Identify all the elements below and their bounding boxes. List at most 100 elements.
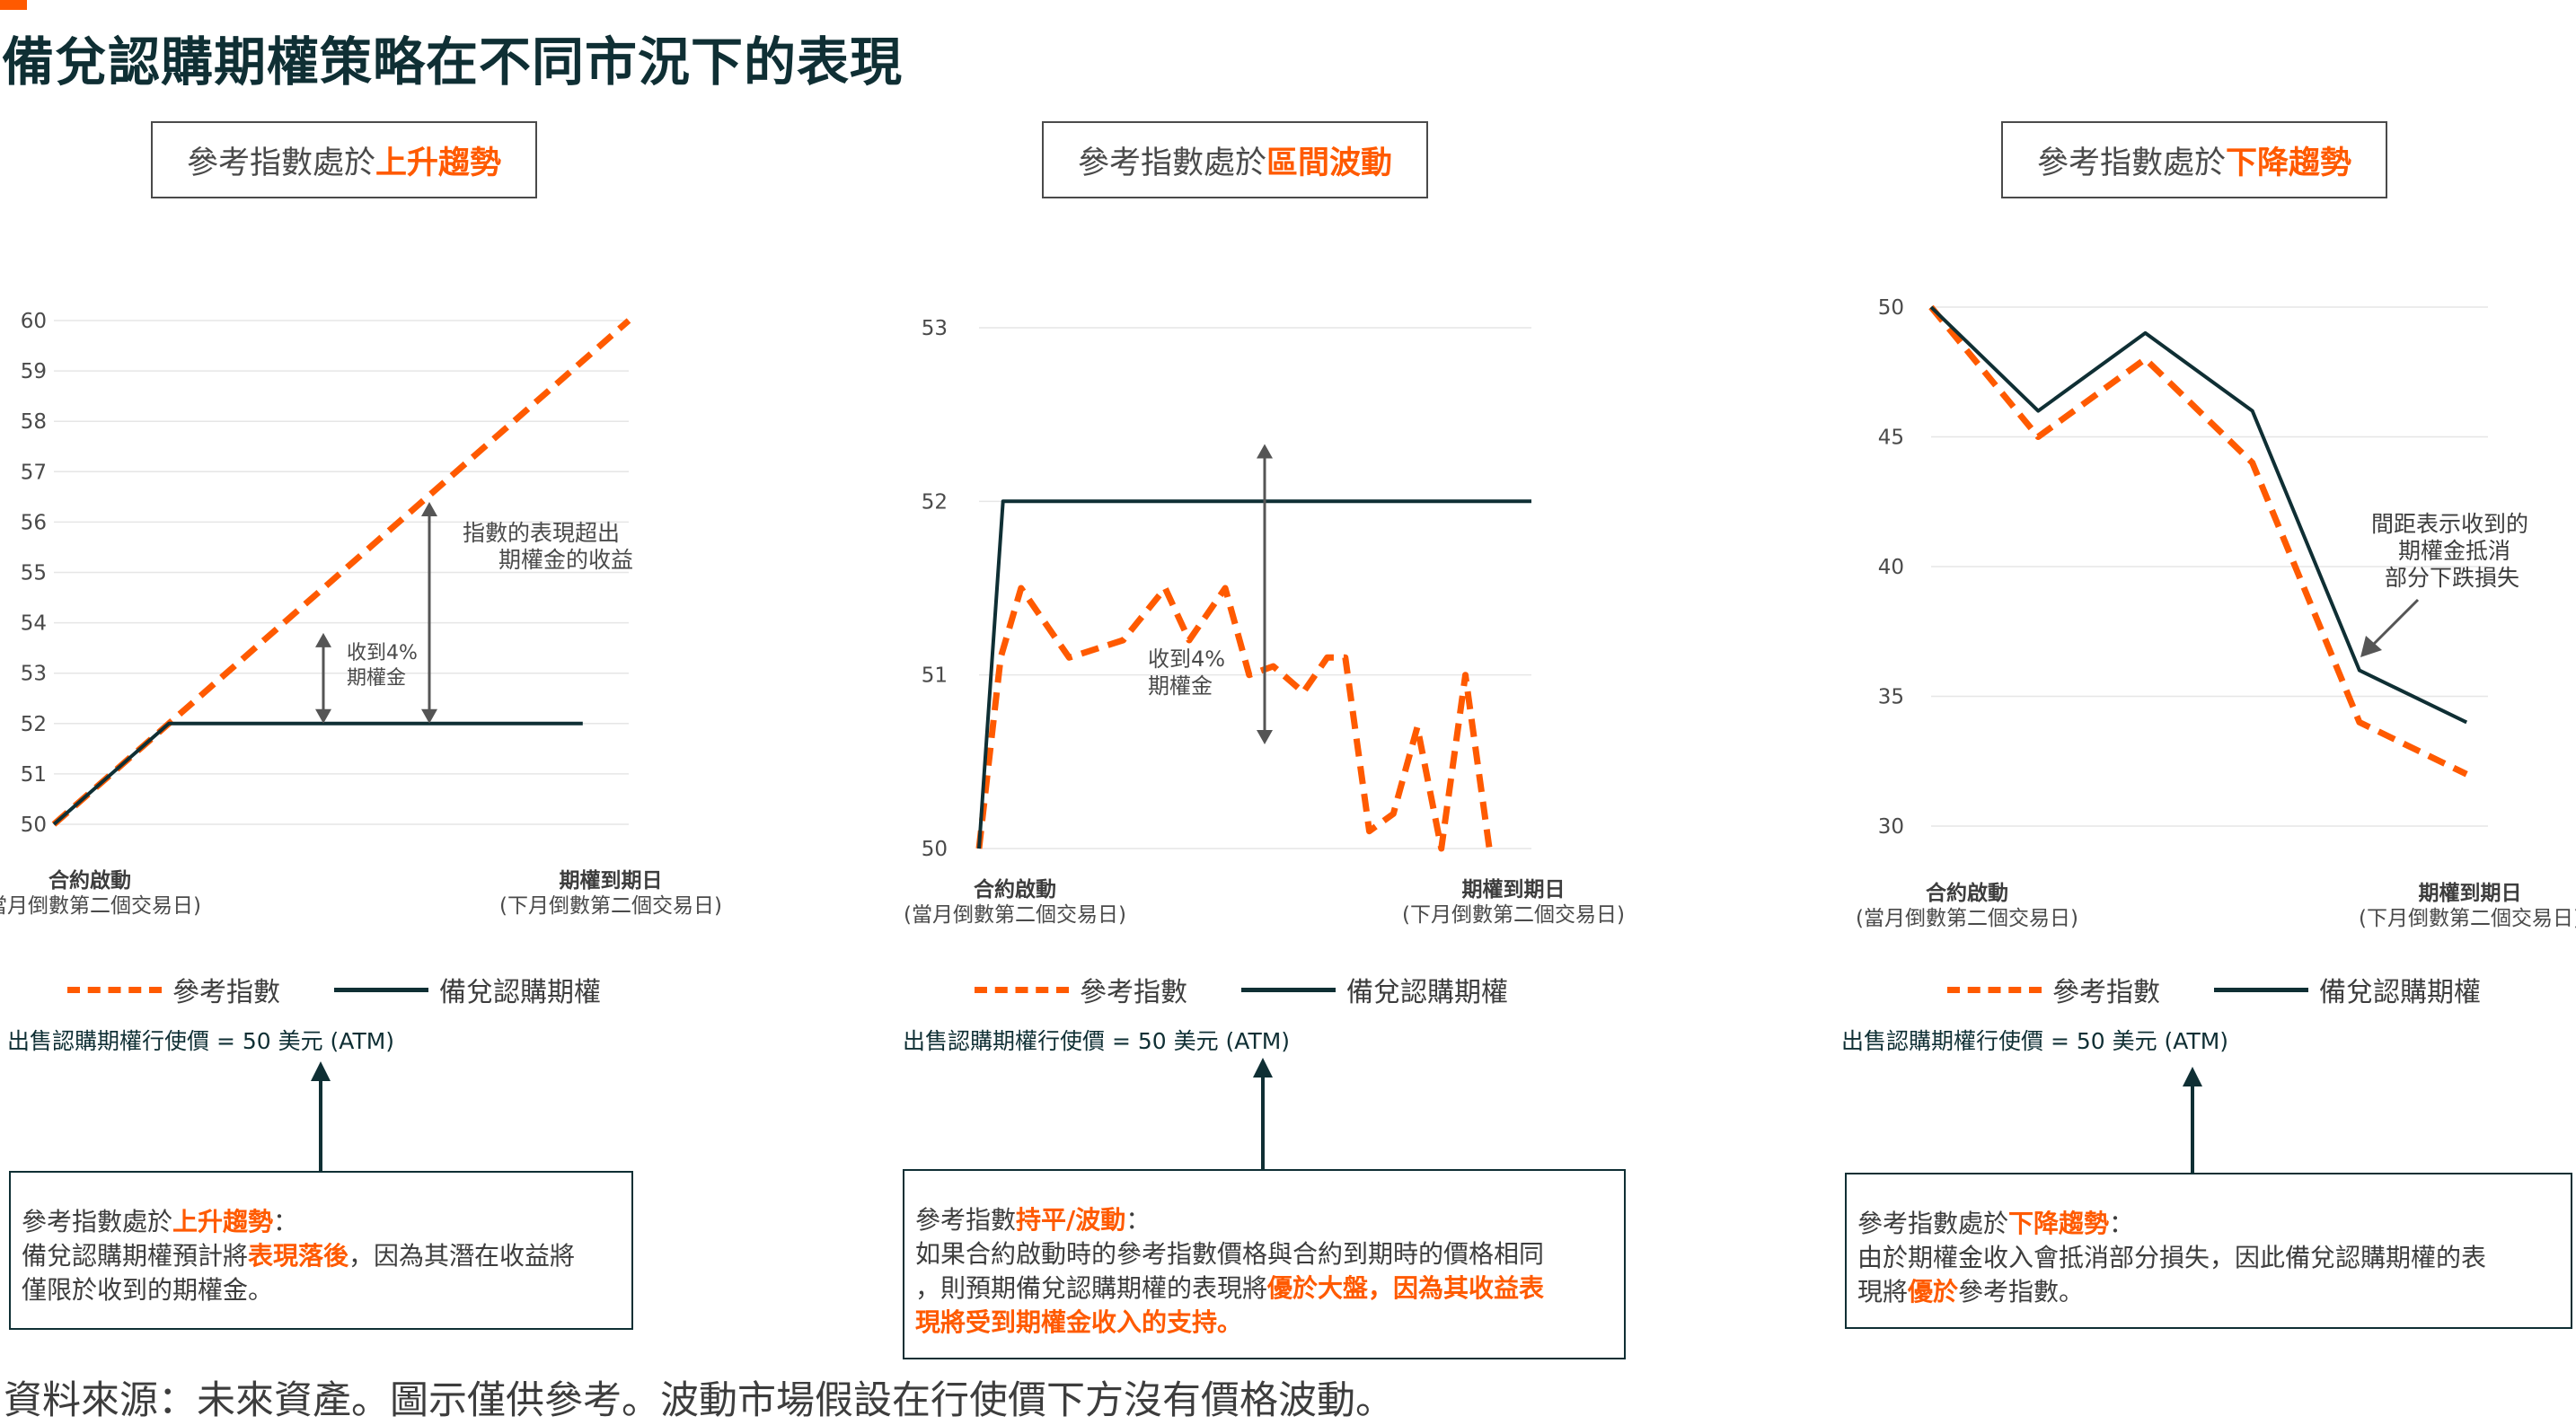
pointer-arrow-stem xyxy=(319,1078,322,1171)
scenario-heading-prefix: 參考指數處於 xyxy=(1077,145,1266,181)
legend-dash-swatch xyxy=(975,986,1069,993)
strike-label: 出售認購期權行使價 = 50 美元 (ATM) xyxy=(7,1028,395,1054)
y-tick-label: 54 xyxy=(21,612,47,636)
note-highlight: 持平/波動 xyxy=(1016,1205,1126,1235)
note-highlight: 下降趨勢 xyxy=(2008,1209,2110,1238)
series-line-reference-index xyxy=(975,585,1493,852)
annotation-label: 間距表示收到的 xyxy=(2371,511,2528,537)
pointer-arrow-stem xyxy=(2191,1083,2194,1173)
x-start-label: 合約啟動 xyxy=(49,868,131,893)
y-tick-label: 50 xyxy=(922,838,948,861)
note-uptrend: 參考指數處於上升趨勢： 備兌認購期權預計將表現落後，因為其潛在收益將 僅限於收到… xyxy=(9,1171,633,1330)
y-tick-label: 57 xyxy=(21,461,47,484)
arrow-up-icon xyxy=(421,501,437,516)
source-footnote: 資料來源：未來資產。圖示僅供參考。波動市場假設在行使價下方沒有價格波動。 xyxy=(4,1378,1394,1423)
scenario-heading-highlight: 區間波動 xyxy=(1266,145,1393,181)
scenario-heading-highlight: 下降趨勢 xyxy=(2226,145,2352,181)
y-tick-label: 53 xyxy=(922,317,948,340)
note-highlight-text: 優於 xyxy=(1908,1277,1959,1306)
note-text: ，因為其潛在收益將 xyxy=(348,1241,576,1271)
legend-reference-index: 參考指數 xyxy=(2052,977,2160,1008)
y-tick-label: 51 xyxy=(922,664,948,688)
arrow-down-icon xyxy=(315,708,331,724)
note-text: ，則預期備兌認購期權的表現將 xyxy=(915,1273,1268,1303)
note-downtrend: 參考指數處於下降趨勢： 由於期權金收入會抵消部分損失，因此備兌認購期權的表 現將… xyxy=(1845,1173,2572,1329)
legend-dash-swatch xyxy=(1947,986,2042,993)
strike-label: 出售認購期權行使價 = 50 美元 (ATM) xyxy=(903,1028,1291,1054)
note-text: 備兌認購期權預計將 xyxy=(22,1241,249,1271)
legend-reference-index: 參考指數 xyxy=(172,977,280,1008)
legend-covered-call: 備兌認購期權 xyxy=(1346,977,1508,1008)
y-tick-label: 50 xyxy=(1878,296,1904,320)
legend-dash-swatch xyxy=(67,986,162,993)
arrow-up-icon xyxy=(315,632,331,647)
note-text: 如果合約啟動時的參考指數價格與合約到期時的價格相同 xyxy=(915,1239,1545,1269)
x-start-sublabel: (當月倒數第二個交易日) xyxy=(1856,907,2078,930)
arrow-down-icon xyxy=(1257,730,1273,744)
y-tick-label: 60 xyxy=(21,310,47,333)
note-text: 僅限於收到的期權金。 xyxy=(22,1275,274,1305)
series-line-covered-call xyxy=(1929,305,2468,725)
legend-reference-index: 參考指數 xyxy=(1080,977,1187,1008)
x-start-sublabel: (當月倒數第二個交易日) xyxy=(0,894,201,918)
legend-solid-swatch xyxy=(2214,987,2308,992)
x-end-sublabel: (下月倒數第二個交易日) xyxy=(1402,903,1625,927)
scenario-heading-downtrend: 參考指數處於 下降趨勢 xyxy=(2001,121,2387,198)
y-tick-label: 50 xyxy=(21,814,47,837)
y-tick-label: 55 xyxy=(21,562,47,585)
annotation-label: 收到4% xyxy=(347,642,418,664)
y-tick-label: 59 xyxy=(21,360,47,383)
scenario-heading-range: 參考指數處於 區間波動 xyxy=(1042,121,1428,198)
annotation-label: 期權金 xyxy=(347,667,406,690)
scenario-heading-prefix: 參考指數處於 xyxy=(2036,145,2226,181)
x-end-sublabel: (下月倒數第二個交易日) xyxy=(2359,907,2576,930)
y-tick-label: 40 xyxy=(1878,556,1904,579)
legend-uptrend: 參考指數 備兌認購期權 xyxy=(67,972,601,1008)
y-tick-label: 45 xyxy=(1878,427,1904,450)
chart-uptrend: 50 51 52 53 54 55 56 57 58 59 60 合約啟動(當月倒數第二個交易日) 期權… xyxy=(0,310,722,918)
x-start-label: 合約啟動 xyxy=(1926,881,2008,905)
x-end-label: 期權到期日 xyxy=(560,868,663,893)
pointer-arrow-icon xyxy=(1253,1058,1273,1078)
x-end-sublabel: (下月倒數第二個交易日) xyxy=(499,894,722,918)
annotation-label: 期權金的收益 xyxy=(498,547,633,573)
note-colon: ： xyxy=(2109,1209,2135,1238)
scenario-heading-prefix: 參考指數處於 xyxy=(186,145,375,181)
note-text: 參考指數。 xyxy=(1958,1277,2085,1306)
pointer-arrow-icon xyxy=(2183,1067,2202,1086)
page-title: 備兌認購期權策略在不同市況下的表現 xyxy=(2,31,904,92)
annotation-label: 部分下跌損失 xyxy=(2385,565,2519,591)
note-text: 由於期權金收入會抵消部分損失，因此備兌認購期權的表 xyxy=(1857,1243,2487,1272)
note-range: 參考指數持平/波動： 如果合約啟動時的參考指數價格與合約到期時的價格相同 ，則預… xyxy=(903,1169,1626,1359)
y-tick-label: 56 xyxy=(21,511,47,534)
y-tick-label: 53 xyxy=(21,663,47,686)
note-colon: ： xyxy=(273,1207,299,1236)
chart-range: 50 51 52 53 合約啟動(當月倒數第二個交易日) 期權到期日(下月倒數第二個交易日… xyxy=(904,317,1625,927)
legend-covered-call: 備兌認購期權 xyxy=(2319,977,2481,1008)
y-tick-label: 35 xyxy=(1878,686,1904,709)
legend-covered-call: 備兌認購期權 xyxy=(439,977,601,1008)
chart-downtrend: 30 35 40 45 50 合約啟動(當月倒數第二個交易日) 期權到期日(下月倒數第二個交… xyxy=(1856,296,2576,930)
note-prefix: 參考指數處於 xyxy=(22,1207,173,1236)
legend-downtrend: 參考指數 備兌認購期權 xyxy=(1947,972,2481,1008)
x-start-sublabel: (當月倒數第二個交易日) xyxy=(904,903,1126,927)
annotation-label: 指數的表現超出 xyxy=(463,520,620,546)
pointer-arrow-icon xyxy=(311,1061,331,1081)
note-highlight: 上升趨勢 xyxy=(172,1207,274,1236)
annotation-label: 收到4% xyxy=(1148,647,1225,672)
note-highlight-text: 表現落後 xyxy=(248,1241,349,1271)
y-tick-label: 30 xyxy=(1878,815,1904,839)
accent-bar xyxy=(0,0,27,10)
legend-solid-swatch xyxy=(334,987,428,992)
y-tick-label: 52 xyxy=(21,713,47,736)
y-tick-label: 51 xyxy=(21,763,47,787)
series-line-covered-call xyxy=(52,721,583,826)
annotation-label: 期權金抵消 xyxy=(2398,538,2510,564)
y-tick-label: 58 xyxy=(21,410,47,434)
note-highlight-text: 優於大盤，因為其收益表 xyxy=(1267,1273,1545,1303)
y-tick-label: 52 xyxy=(922,490,948,514)
x-end-label: 期權到期日 xyxy=(1462,877,1566,902)
note-colon: ： xyxy=(1125,1205,1151,1235)
note-highlight-text: 現將受到期權金收入的支持。 xyxy=(915,1307,1243,1337)
x-end-label: 期權到期日 xyxy=(2419,881,2522,905)
